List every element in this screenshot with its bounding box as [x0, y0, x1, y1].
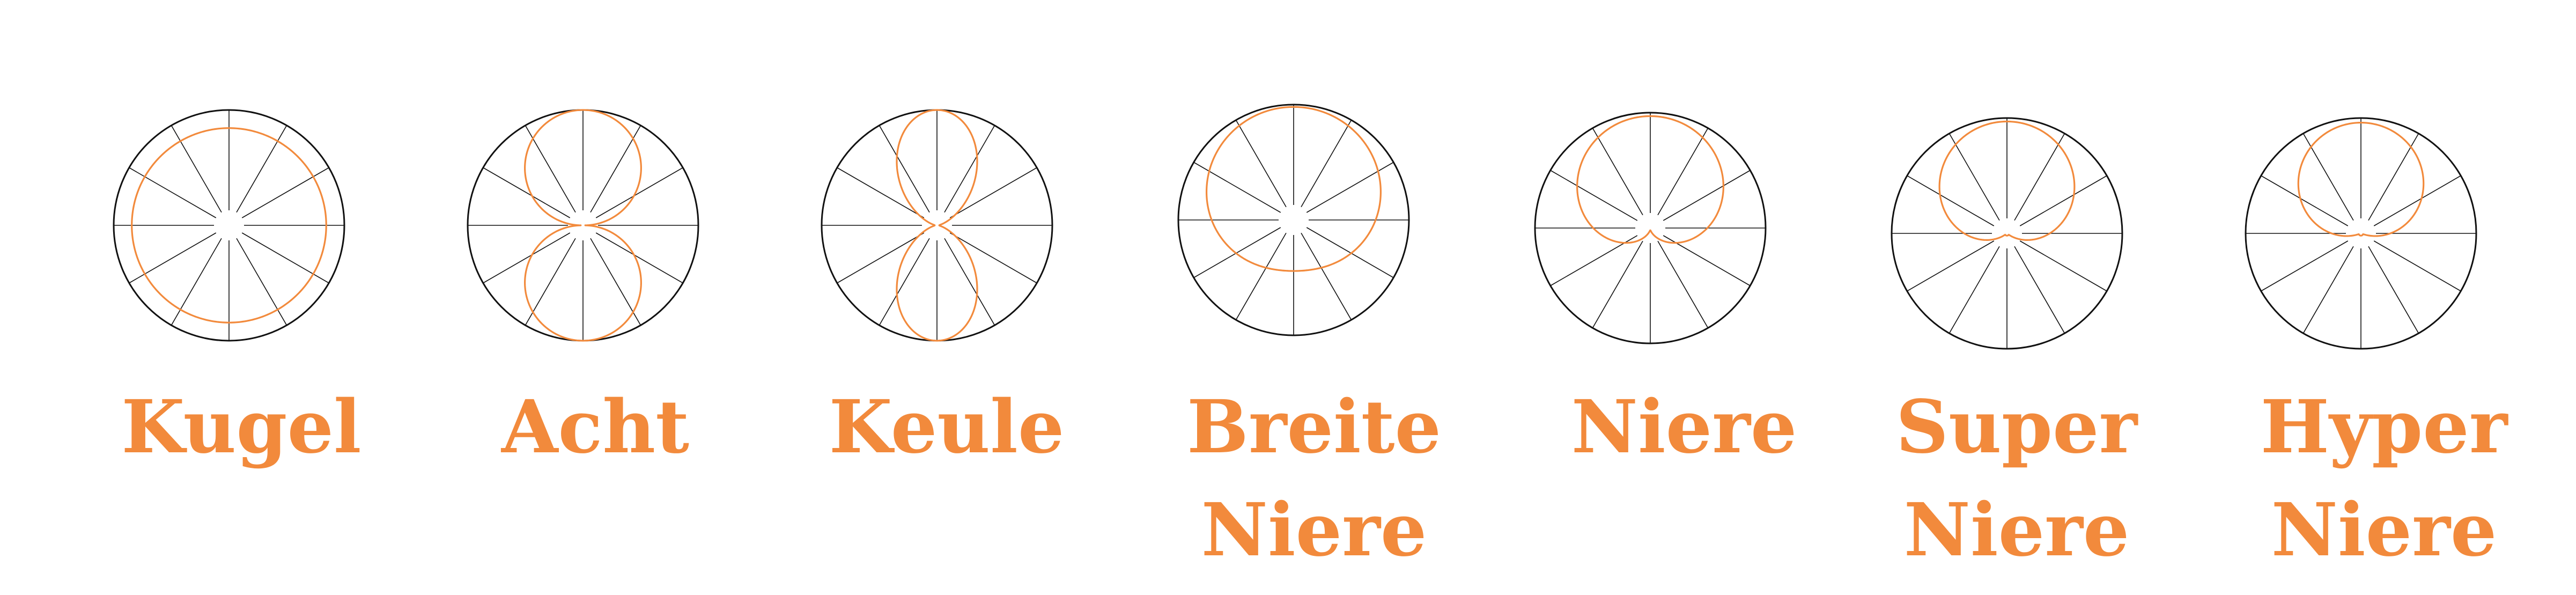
- pattern-label-line: Niere: [2271, 487, 2497, 573]
- grid-spoke: [1592, 128, 1643, 216]
- grid-spoke: [1663, 170, 1751, 221]
- grid-spoke: [590, 125, 641, 213]
- pattern-label-line: Hyper: [2260, 384, 2508, 470]
- grid-spoke: [1306, 161, 1394, 213]
- pattern-curve: [1938, 120, 2076, 241]
- pattern-label-breite-niere: Breite Niere: [1187, 376, 1441, 582]
- grid-spoke: [944, 238, 995, 326]
- grid-spoke: [241, 232, 329, 284]
- grid-spoke: [1948, 133, 2000, 221]
- grid-spoke: [2368, 246, 2419, 334]
- polar-diagram-acht: [467, 109, 699, 342]
- grid-spoke: [236, 238, 287, 326]
- grid-spoke: [1235, 232, 1287, 320]
- pattern-label-line: Keule: [829, 384, 1065, 470]
- grid-spoke: [2019, 240, 2107, 292]
- grid-spoke: [171, 125, 222, 213]
- pattern-label-acht: Acht: [501, 376, 689, 479]
- polar-diagram-breite-niere: [1177, 104, 1410, 336]
- grid-spoke: [595, 232, 683, 284]
- pattern-label-keule: Keule: [829, 376, 1065, 479]
- grid-spoke: [236, 125, 287, 213]
- grid-spoke: [879, 238, 930, 326]
- pattern-label-line: Niere: [1201, 487, 1427, 573]
- pattern-curve: [1576, 115, 1724, 244]
- grid-spoke: [1948, 246, 2000, 334]
- grid-spoke: [2261, 240, 2349, 292]
- polar-diagram-super-niere: [1891, 117, 2123, 350]
- pattern-label-line: Acht: [501, 384, 690, 470]
- pattern-label-super-niere: Super Niere: [1896, 376, 2137, 582]
- grid-spoke: [1301, 120, 1352, 208]
- grid-spoke: [2373, 240, 2461, 292]
- grid-spoke: [129, 232, 217, 284]
- grid-spoke: [1306, 227, 1394, 278]
- grid-spoke: [1657, 240, 1709, 328]
- grid-spoke: [129, 167, 217, 218]
- grid-spoke: [525, 125, 576, 213]
- grid-spoke: [1301, 232, 1352, 320]
- pattern-label-line: Breite: [1186, 384, 1442, 470]
- grid-spoke: [1592, 240, 1643, 328]
- grid-spoke: [241, 167, 329, 218]
- grid-spoke: [2014, 133, 2065, 221]
- grid-spoke: [2302, 246, 2354, 334]
- grid-spoke: [944, 125, 995, 213]
- pattern-label-line: Niere: [1903, 487, 2130, 573]
- pattern-label-line: Super: [1895, 384, 2138, 470]
- polar-diagram-kugel: [113, 109, 345, 342]
- pattern-curve: [2297, 122, 2425, 237]
- pattern-curve: [896, 109, 978, 342]
- grid-spoke: [1235, 120, 1287, 208]
- grid-spoke: [1193, 161, 1281, 213]
- polar-diagram-niere: [1534, 112, 1767, 344]
- grid-spoke: [879, 125, 930, 213]
- grid-spoke: [595, 167, 683, 218]
- grid-spoke: [1907, 175, 1995, 226]
- grid-spoke: [1907, 240, 1995, 292]
- pattern-label-line: Niere: [1571, 384, 1797, 470]
- grid-spoke: [949, 167, 1037, 218]
- grid-spoke: [1550, 235, 1638, 287]
- grid-spoke: [949, 232, 1037, 284]
- grid-spoke: [1663, 235, 1751, 287]
- grid-spoke: [2373, 175, 2461, 226]
- polar-diagram-keule: [821, 109, 1053, 342]
- grid-spoke: [1193, 227, 1281, 278]
- grid-spoke: [2302, 133, 2354, 221]
- pattern-curve: [1206, 106, 1382, 272]
- pattern-label-hyper-niere: Hyper Niere: [2261, 376, 2508, 582]
- grid-spoke: [837, 167, 925, 218]
- grid-spoke: [2019, 175, 2107, 226]
- pattern-curve: [131, 127, 327, 324]
- grid-spoke: [483, 232, 571, 284]
- grid-spoke: [1657, 128, 1709, 216]
- pattern-label-line: Kugel: [121, 384, 361, 470]
- grid-spoke: [2261, 175, 2349, 226]
- grid-spoke: [525, 238, 576, 326]
- grid-spoke: [171, 238, 222, 326]
- grid-spoke: [483, 167, 571, 218]
- grid-spoke: [1550, 170, 1638, 221]
- pattern-label-kugel: Kugel: [121, 376, 361, 479]
- polar-diagram-hyper-niere: [2245, 117, 2477, 350]
- pattern-label-niere: Niere: [1571, 376, 1797, 479]
- grid-spoke: [2368, 133, 2419, 221]
- pattern-curve: [524, 109, 642, 342]
- grid-spoke: [2014, 246, 2065, 334]
- grid-spoke: [590, 238, 641, 326]
- grid-spoke: [837, 232, 925, 284]
